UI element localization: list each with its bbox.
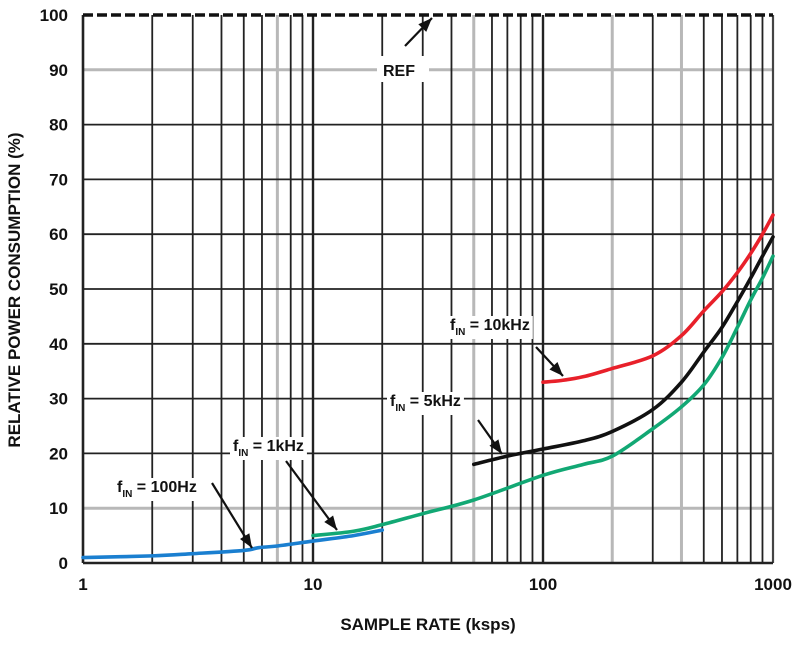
annotation-label: fIN = 1kHz xyxy=(233,438,304,459)
ref-label-bg xyxy=(377,56,429,82)
x-tick-label: 1 xyxy=(78,575,87,594)
arrowhead-icon xyxy=(239,533,252,548)
annotation-a10k: fIN = 10kHz xyxy=(447,316,564,377)
x-tick-label: 100 xyxy=(529,575,557,594)
ref-label: REF xyxy=(383,63,415,80)
annotation-a5k: fIN = 5kHz xyxy=(387,392,503,455)
y-tick-label: 30 xyxy=(49,390,68,409)
x-axis-label: SAMPLE RATE (ksps) xyxy=(340,615,515,634)
x-tick-label: 10 xyxy=(304,575,323,594)
x-axis-ticks: 1 10 100 1000 xyxy=(78,575,792,594)
y-tick-label: 10 xyxy=(49,499,68,518)
y-axis-ticks: 0 10 20 30 40 50 60 70 80 90 100 xyxy=(40,6,68,573)
y-tick-label: 80 xyxy=(49,116,68,135)
data-series xyxy=(81,213,775,560)
annotations: REF fIN = 100Hz fIN = 1kHz fIN = 5kHz fIN = … xyxy=(114,17,564,549)
y-tick-label: 50 xyxy=(49,280,68,299)
y-tick-label: 0 xyxy=(59,554,68,573)
series-line-fin-1khz xyxy=(311,254,775,538)
y-tick-label: 70 xyxy=(49,170,68,189)
annotation-label: fIN = 5kHz xyxy=(390,393,461,414)
arrowhead-icon xyxy=(489,439,502,454)
annotation-a1k: fIN = 1kHz xyxy=(230,437,338,531)
arrowhead-icon xyxy=(324,515,337,530)
y-tick-label: 60 xyxy=(49,225,68,244)
plot-frame xyxy=(81,13,775,565)
arrowhead-icon xyxy=(418,18,432,32)
y-tick-label: 40 xyxy=(49,335,68,354)
y-tick-label: 90 xyxy=(49,61,68,80)
annotation-label-bg xyxy=(447,316,533,339)
annotation-label: fIN = 10kHz xyxy=(450,317,530,338)
y-axis-label: RELATIVE POWER CONSUMPTION (%) xyxy=(5,132,24,447)
x-tick-label: 1000 xyxy=(754,575,792,594)
arrowhead-icon xyxy=(549,362,563,376)
series-line-fin-10khz xyxy=(541,213,775,384)
arrow-line-icon xyxy=(285,460,338,531)
annotation-label-bg xyxy=(387,392,464,415)
annotation-label-bg xyxy=(230,437,307,460)
series-line-fin-5khz xyxy=(471,235,775,467)
annotation-ref: REF xyxy=(377,17,433,82)
annotation-a100: fIN = 100Hz xyxy=(114,478,253,549)
annotation-label-bg xyxy=(114,478,200,501)
series-line-fin-100hz xyxy=(81,528,385,560)
y-tick-label: 20 xyxy=(49,444,68,463)
annotation-label: fIN = 100Hz xyxy=(117,479,197,500)
y-tick-label: 100 xyxy=(40,6,68,25)
